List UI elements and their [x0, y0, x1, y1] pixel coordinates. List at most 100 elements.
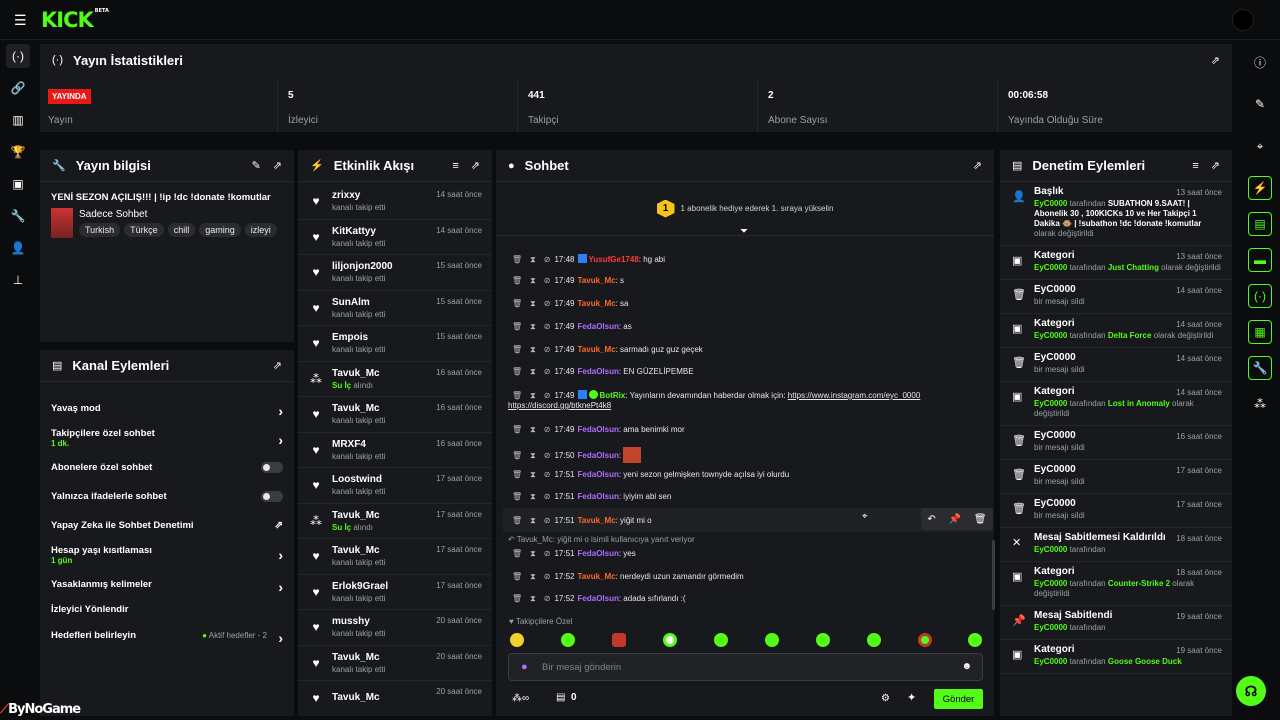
activity-item[interactable]: ♥ Loostwind kanalı takip etti 17 saat önce — [298, 468, 492, 504]
moderation-item[interactable]: ▣ Kategori EyC0000 tarafından Lost in Anom… — [1000, 382, 1232, 426]
ban-icon[interactable]: ⊘ — [543, 367, 551, 376]
ban-icon[interactable]: ⊘ — [543, 594, 551, 603]
trash-icon[interactable]: 🗑 — [512, 572, 523, 581]
moderation-item[interactable]: 🗑 EyC0000 bir mesajı sildi 17 saat önce — [1000, 460, 1232, 494]
activity-username[interactable]: SunAlm — [332, 296, 370, 308]
moderator-name[interactable]: EyC0000 — [1034, 545, 1068, 554]
message-username[interactable]: BotRix — [599, 391, 626, 400]
microphone-icon[interactable]: ● — [521, 661, 528, 673]
chat-message[interactable]: 🗑 ⧗ ⊘ 17:49 Tavuk_Mc: sa — [512, 299, 629, 309]
chat-message[interactable]: 🗑 ⧗ ⊘ 17:49 FedaOlsun: ama benimki mor — [512, 425, 685, 435]
chat-message[interactable]: 🗑 ⧗ ⊘ 17:51 FedaOlsun: iyiyim abi sen — [512, 492, 671, 502]
activity-item[interactable]: ♥ KitKattyy kanalı takip etti 14 saat önce — [298, 220, 492, 255]
pencil-icon[interactable]: ✎ — [251, 160, 261, 172]
slow-mode-row[interactable]: Yavaş mod › — [51, 403, 283, 419]
moderator-name[interactable]: EyC0000 — [1034, 623, 1068, 632]
chat-message[interactable]: 🗑 ⧗ ⊘ 17:51 FedaOlsun: yes — [512, 549, 636, 559]
emote[interactable] — [765, 633, 779, 647]
timeout-icon[interactable]: ⧗ — [530, 322, 536, 331]
timeout-icon[interactable]: ⧗ — [530, 549, 536, 558]
message-username[interactable]: FedaOlsun — [577, 451, 619, 460]
ban-icon[interactable]: ⊘ — [543, 549, 551, 558]
trophy-icon[interactable]: 🏆 — [10, 145, 26, 159]
timeout-icon[interactable]: ⧗ — [530, 425, 536, 434]
message-link[interactable]: https://www.instagram.com/eyc_0000 — [787, 391, 921, 400]
message-username[interactable]: FedaOlsun — [577, 367, 619, 376]
broadcast-icon[interactable]: (·) — [6, 44, 30, 68]
activity-username[interactable]: MRXF4 — [332, 438, 366, 450]
emote[interactable] — [968, 633, 982, 647]
trash-icon[interactable]: 🗑 — [512, 492, 523, 501]
activity-item[interactable]: ♥ Erlok9Grael kanalı takip etti 17 saat önc… — [298, 575, 492, 610]
chat-input[interactable]: Bir mesaj gönderin — [542, 662, 622, 673]
info-icon[interactable]: ⓘ — [1253, 55, 1266, 70]
message-username[interactable]: YusufGe1748 — [588, 255, 639, 264]
filter-icon[interactable]: ≡ — [1192, 159, 1199, 172]
chevron-right-icon[interactable]: › — [278, 432, 283, 448]
trash-icon[interactable]: 🗑 — [973, 513, 987, 525]
emote[interactable] — [561, 633, 575, 647]
send-button[interactable]: Gönder — [934, 689, 983, 709]
moderation-item[interactable]: 🗑 EyC0000 bir mesajı sildi 17 saat önce — [1000, 494, 1232, 528]
toggle-switch[interactable] — [261, 491, 283, 502]
media-icon[interactable]: ▣ — [12, 177, 24, 191]
emote[interactable] — [663, 633, 677, 647]
popout-icon[interactable]: ⇗ — [470, 160, 480, 172]
message-username[interactable]: FedaOlsun — [577, 492, 619, 501]
moderator-name[interactable]: EyC0000 — [1034, 331, 1068, 340]
activity-item[interactable]: ♥ musshy kanalı takip etti 20 saat önce — [298, 610, 492, 646]
timeout-icon[interactable]: ⧗ — [530, 299, 536, 308]
bolt-icon[interactable]: ⚡ — [1248, 176, 1272, 200]
moderation-item[interactable]: ▣ Kategori EyC0000 tarafından Goose Goose … — [1000, 640, 1232, 674]
link-icon[interactable]: 🔗 — [10, 81, 26, 95]
activity-username[interactable]: Loostwind — [332, 474, 382, 486]
activity-username[interactable]: Empois — [332, 332, 369, 344]
points-balance[interactable]: ▤ 0 — [556, 692, 577, 703]
activity-item[interactable]: ♥ zrixxy kanalı takip etti 14 saat önce — [298, 184, 492, 220]
chat-message[interactable]: 🗑 ⧗ ⊘ 17:51 Tavuk_Mc: yiğit mi o — [512, 516, 652, 526]
ban-icon[interactable]: ⊘ — [543, 299, 551, 308]
message-username[interactable]: FedaOlsun — [577, 322, 619, 331]
message-username[interactable]: FedaOlsun — [577, 425, 619, 434]
chevron-right-icon[interactable]: › — [278, 403, 283, 419]
popout-icon[interactable]: ⇗ — [1210, 160, 1220, 172]
chat-input-box[interactable]: ● Bir mesaj gönderin ☻ — [508, 653, 983, 681]
activity-item[interactable]: ♥ Tavuk_Mc kanalı takip etti 20 saat önce — [298, 646, 492, 681]
activity-item[interactable]: ♥ SunAlm kanalı takip etti 15 saat önce — [298, 291, 492, 326]
moderation-item[interactable]: 📌 Mesaj Sabitlendi EyC0000 tarafından 19 sa… — [1000, 606, 1232, 640]
popout-icon[interactable]: ⇗ — [272, 160, 282, 172]
trash-icon[interactable]: 🗑 — [512, 549, 523, 558]
activity-item[interactable]: ⁂ Tavuk_Mc Su İç alındı 16 saat önce — [298, 362, 492, 397]
filter-icon[interactable]: ≡ — [452, 159, 459, 172]
activity-item[interactable]: ♥ Empois kanalı takip etti 15 saat önce — [298, 326, 492, 362]
timeout-icon[interactable]: ⧗ — [530, 572, 536, 581]
activity-username[interactable]: Tavuk_Mc — [332, 509, 380, 521]
chevron-right-icon[interactable]: › — [278, 630, 283, 646]
timeout-icon[interactable]: ⧗ — [530, 492, 536, 501]
ban-icon[interactable]: ⊘ — [543, 255, 551, 264]
community-icon[interactable]: 👤 — [10, 241, 26, 255]
trash-icon[interactable]: 🗑 — [512, 516, 523, 525]
analytics-icon[interactable]: ▥ — [12, 113, 24, 127]
points-icon[interactable]: ⁂∞ — [512, 693, 530, 704]
activity-username[interactable]: Tavuk_Mc — [332, 691, 380, 703]
popout-icon[interactable]: ⇗ — [972, 160, 982, 172]
ban-icon[interactable]: ⊘ — [543, 425, 551, 434]
ban-icon[interactable]: ⊘ — [543, 516, 551, 525]
moderation-item[interactable]: 🗑 EyC0000 bir mesajı sildi 14 saat önce — [1000, 280, 1232, 314]
activity-username[interactable]: Erlok9Grael — [332, 580, 389, 592]
timeout-icon[interactable]: ⧗ — [530, 451, 536, 460]
external-link-icon[interactable]: ⇗ — [274, 520, 283, 531]
activity-username[interactable]: Tavuk_Mc — [332, 367, 380, 379]
chat-message[interactable]: 🗑 ⧗ ⊘ 17:49 Tavuk_Mc: sarmadı guz guz geçek — [512, 345, 703, 355]
raid-row[interactable]: İzleyici Yönlendir — [51, 604, 129, 615]
timeout-icon[interactable]: ⧗ — [530, 367, 536, 376]
followers-only-row[interactable]: Takipçilere özel sohbet 1 dk. › — [51, 428, 283, 448]
moderation-item[interactable]: 🗑 EyC0000 bir mesajı sildi 16 saat önce — [1000, 426, 1232, 460]
reply-icon[interactable]: ↶ — [927, 513, 936, 525]
chat-message[interactable]: 🗑 ⧗ ⊘ 17:49 FedaOlsun: as — [512, 322, 632, 332]
trash-icon[interactable]: 🗑 — [512, 345, 523, 354]
message-username[interactable]: Tavuk_Mc — [577, 299, 616, 308]
ban-icon[interactable]: ⊘ — [543, 451, 551, 460]
activity-item[interactable]: ♥ Tavuk_Mc 20 saat önce — [298, 681, 492, 716]
